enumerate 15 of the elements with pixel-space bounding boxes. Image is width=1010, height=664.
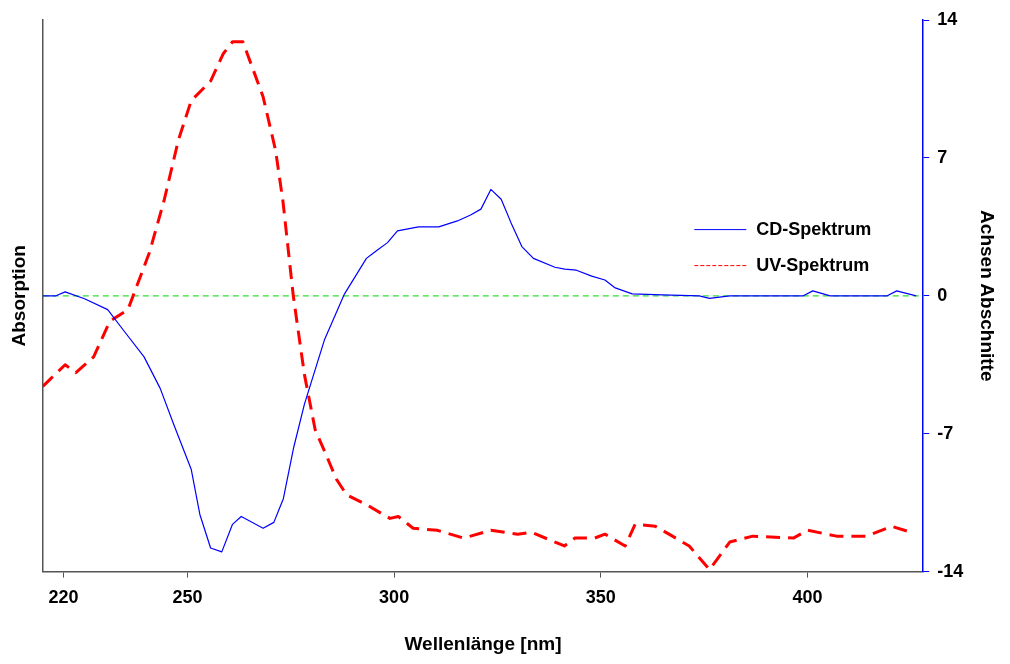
x-tick-label: 250 — [172, 587, 203, 608]
x-axis-title: Wellenlänge [nm] — [404, 632, 562, 654]
y2-tick-label: 14 — [937, 8, 958, 29]
y-axis-title: Absorption — [7, 245, 29, 347]
x-tick-label: 300 — [379, 587, 410, 608]
x-tick-label: 400 — [792, 587, 823, 608]
y2-tick-label: 7 — [937, 146, 948, 167]
y2-tick-label: 0 — [937, 284, 948, 305]
legend-label: CD-Spektrum — [756, 218, 872, 239]
y2-tick-label: -14 — [937, 560, 964, 581]
x-tick-label: 350 — [585, 587, 616, 608]
legend-label: UV-Spektrum — [756, 254, 870, 275]
y2-tick-label: -7 — [937, 422, 954, 443]
y2-axis-title: Achsen Abschnitte — [977, 210, 999, 382]
x-tick-label: 220 — [48, 587, 79, 608]
